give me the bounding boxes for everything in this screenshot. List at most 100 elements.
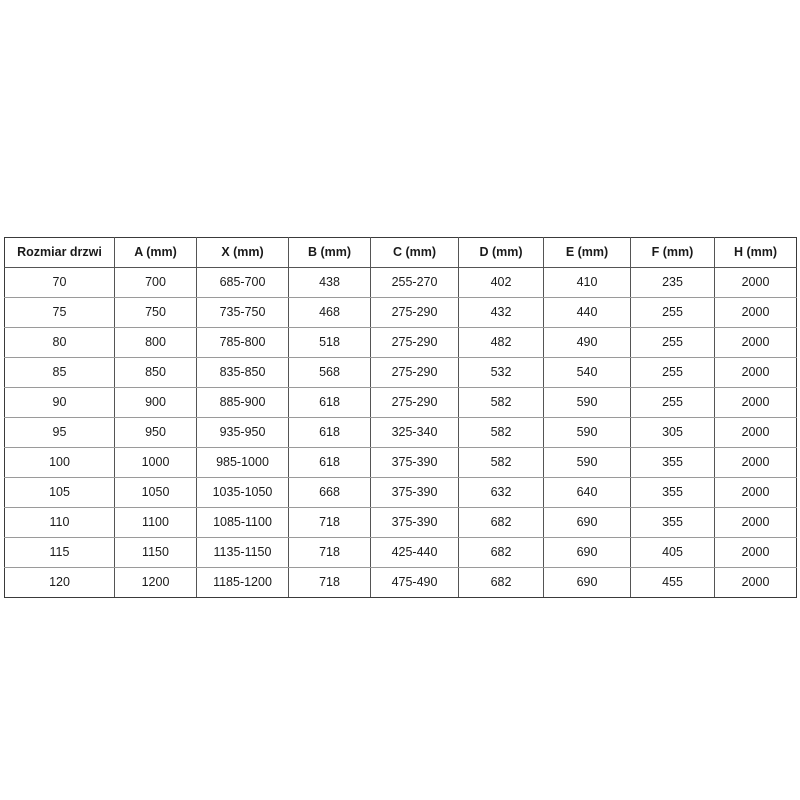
- cell-x: 985-1000: [196, 447, 289, 478]
- cell-c: 325-340: [370, 417, 459, 448]
- cell-x: 835-850: [196, 357, 289, 388]
- cell-c: 375-390: [370, 447, 459, 478]
- cell-d: 432: [458, 297, 544, 328]
- door-size-specification-table: Rozmiar drzwi A (mm) X (mm) B (mm) C (mm…: [4, 237, 797, 598]
- column-header-f: F (mm): [630, 237, 715, 268]
- cell-h: 2000: [714, 297, 797, 328]
- column-header-e: E (mm): [543, 237, 631, 268]
- table-row: 95 950 935-950 618 325-340 582 590 305 2…: [4, 417, 797, 448]
- cell-x: 885-900: [196, 387, 289, 418]
- cell-e: 490: [543, 327, 631, 358]
- cell-e: 540: [543, 357, 631, 388]
- cell-h: 2000: [714, 327, 797, 358]
- cell-e: 690: [543, 537, 631, 568]
- cell-b: 718: [288, 537, 371, 568]
- cell-d: 482: [458, 327, 544, 358]
- column-header-rozmiar-drzwi: Rozmiar drzwi: [4, 237, 115, 268]
- cell-c: 275-290: [370, 297, 459, 328]
- cell-x: 785-800: [196, 327, 289, 358]
- cell-f: 305: [630, 417, 715, 448]
- cell-e: 690: [543, 567, 631, 598]
- cell-x: 1035-1050: [196, 477, 289, 508]
- cell-size: 75: [4, 297, 115, 328]
- cell-d: 532: [458, 357, 544, 388]
- cell-a: 1000: [114, 447, 197, 478]
- cell-c: 275-290: [370, 357, 459, 388]
- cell-f: 455: [630, 567, 715, 598]
- cell-e: 590: [543, 447, 631, 478]
- cell-e: 410: [543, 267, 631, 298]
- cell-a: 950: [114, 417, 197, 448]
- column-header-h: H (mm): [714, 237, 797, 268]
- cell-b: 718: [288, 567, 371, 598]
- column-header-d: D (mm): [458, 237, 544, 268]
- cell-a: 1200: [114, 567, 197, 598]
- cell-x: 1085-1100: [196, 507, 289, 538]
- column-header-x: X (mm): [196, 237, 289, 268]
- table-row: 80 800 785-800 518 275-290 482 490 255 2…: [4, 327, 797, 358]
- cell-b: 618: [288, 387, 371, 418]
- cell-size: 115: [4, 537, 115, 568]
- cell-e: 640: [543, 477, 631, 508]
- cell-h: 2000: [714, 537, 797, 568]
- cell-a: 700: [114, 267, 197, 298]
- cell-size: 120: [4, 567, 115, 598]
- cell-h: 2000: [714, 507, 797, 538]
- cell-x: 685-700: [196, 267, 289, 298]
- cell-size: 105: [4, 477, 115, 508]
- cell-size: 90: [4, 387, 115, 418]
- cell-e: 440: [543, 297, 631, 328]
- cell-c: 475-490: [370, 567, 459, 598]
- cell-b: 568: [288, 357, 371, 388]
- cell-a: 800: [114, 327, 197, 358]
- table-row: 75 750 735-750 468 275-290 432 440 255 2…: [4, 297, 797, 328]
- cell-a: 1150: [114, 537, 197, 568]
- cell-f: 355: [630, 507, 715, 538]
- cell-h: 2000: [714, 417, 797, 448]
- column-header-c: C (mm): [370, 237, 459, 268]
- cell-h: 2000: [714, 447, 797, 478]
- table-header: Rozmiar drzwi A (mm) X (mm) B (mm) C (mm…: [4, 237, 797, 268]
- cell-c: 425-440: [370, 537, 459, 568]
- cell-a: 850: [114, 357, 197, 388]
- cell-f: 235: [630, 267, 715, 298]
- cell-d: 582: [458, 387, 544, 418]
- table-row: 110 1100 1085-1100 718 375-390 682 690 3…: [4, 507, 797, 538]
- table-row: 105 1050 1035-1050 668 375-390 632 640 3…: [4, 477, 797, 508]
- cell-f: 355: [630, 477, 715, 508]
- cell-h: 2000: [714, 387, 797, 418]
- table-row: 85 850 835-850 568 275-290 532 540 255 2…: [4, 357, 797, 388]
- cell-size: 110: [4, 507, 115, 538]
- cell-b: 438: [288, 267, 371, 298]
- cell-f: 255: [630, 297, 715, 328]
- cell-size: 100: [4, 447, 115, 478]
- cell-c: 375-390: [370, 477, 459, 508]
- cell-d: 632: [458, 477, 544, 508]
- table-row: 115 1150 1135-1150 718 425-440 682 690 4…: [4, 537, 797, 568]
- cell-c: 275-290: [370, 387, 459, 418]
- table-header-row: Rozmiar drzwi A (mm) X (mm) B (mm) C (mm…: [4, 237, 797, 268]
- cell-d: 682: [458, 507, 544, 538]
- cell-f: 355: [630, 447, 715, 478]
- cell-x: 935-950: [196, 417, 289, 448]
- cell-b: 618: [288, 447, 371, 478]
- cell-a: 900: [114, 387, 197, 418]
- cell-f: 255: [630, 327, 715, 358]
- cell-b: 518: [288, 327, 371, 358]
- cell-b: 668: [288, 477, 371, 508]
- table-row: 100 1000 985-1000 618 375-390 582 590 35…: [4, 447, 797, 478]
- cell-f: 255: [630, 387, 715, 418]
- cell-e: 590: [543, 417, 631, 448]
- cell-d: 402: [458, 267, 544, 298]
- cell-b: 468: [288, 297, 371, 328]
- table-row: 70 700 685-700 438 255-270 402 410 235 2…: [4, 267, 797, 298]
- cell-b: 618: [288, 417, 371, 448]
- cell-d: 582: [458, 417, 544, 448]
- cell-size: 95: [4, 417, 115, 448]
- cell-d: 582: [458, 447, 544, 478]
- column-header-b: B (mm): [288, 237, 371, 268]
- cell-c: 255-270: [370, 267, 459, 298]
- cell-a: 1050: [114, 477, 197, 508]
- specification-table-container: Rozmiar drzwi A (mm) X (mm) B (mm) C (mm…: [4, 237, 797, 598]
- cell-d: 682: [458, 537, 544, 568]
